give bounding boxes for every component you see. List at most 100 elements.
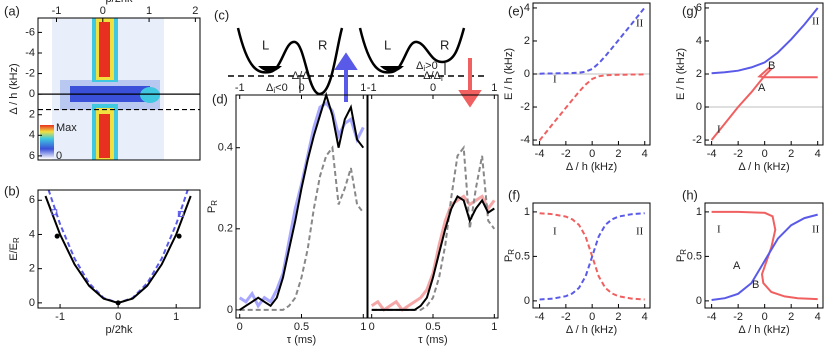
y-tick-label: 4 <box>696 35 702 47</box>
y-axis-label: E / h (kHz) <box>503 48 515 100</box>
panel-label: (e) <box>508 3 524 18</box>
y-axis-label: PR <box>675 249 688 262</box>
y-tick-label: 0.5 <box>515 250 530 262</box>
x-tick-label: 2 <box>788 311 794 323</box>
y-axis-label: E/ER <box>8 237 21 261</box>
y-axis-label-main: E/E <box>8 243 20 261</box>
delta-rel: <0 <box>275 82 288 94</box>
x-axis-label: τ (ms) <box>418 334 447 346</box>
curve <box>539 6 646 75</box>
y-tick-label: 0.2 <box>218 223 233 235</box>
y-tick-label: 4 <box>29 228 35 240</box>
x-tick-label: 2 <box>615 311 621 323</box>
y-tick-label: 4 <box>524 2 530 14</box>
x-tick-label: 2 <box>788 148 794 160</box>
y-tick-label: 6 <box>29 150 35 162</box>
delta-sub: i <box>273 86 275 95</box>
y-axis-label-sub: R <box>679 249 688 255</box>
x2-tick-label: 2 <box>192 5 198 17</box>
y-tick-label: 6 <box>29 194 35 206</box>
curve <box>711 213 818 301</box>
x-axis-label: Δ / h (kHz) <box>566 161 617 173</box>
panel-label: (b) <box>4 183 20 198</box>
y-axis-label-main: E / h (kHz) <box>503 48 515 100</box>
point <box>115 300 121 306</box>
y-tick-label: 4 <box>29 129 35 141</box>
y-axis-label-main: P <box>675 255 687 262</box>
series-label: II <box>812 224 820 236</box>
y-axis-label: Δ / h (kHz) <box>8 63 20 114</box>
plot-frame <box>532 202 651 309</box>
y-tick-label: 2 <box>524 35 530 47</box>
series-label: I <box>553 74 557 86</box>
heatmap-blob <box>140 87 160 103</box>
y-axis-label: PR <box>503 249 516 262</box>
delta-rel: >0 <box>425 60 438 72</box>
x-tick-label: -2 <box>733 148 743 160</box>
panel-label: (g) <box>682 3 698 18</box>
well-fill <box>258 66 282 72</box>
delta-label: Δi<0 <box>266 82 288 95</box>
x-tick-label: 1 <box>173 311 179 323</box>
y-tick-label: -6 <box>25 26 35 38</box>
x-tick-label: 4 <box>642 148 648 160</box>
annotation: A <box>733 260 741 272</box>
y-axis-label: E / h (kHz) <box>675 48 687 100</box>
x-tick-label: 4 <box>642 311 648 323</box>
x2-tick-label: -1 <box>52 5 62 17</box>
y-tick-label: 2 <box>29 263 35 275</box>
panel-label: (d) <box>212 91 228 106</box>
y-axis-label-main: E / h (kHz) <box>675 48 687 100</box>
y-axis-label: PR <box>206 200 219 213</box>
series-label: I <box>553 226 557 238</box>
delta: Δ <box>266 82 274 94</box>
series-label: I <box>717 124 721 136</box>
x2-tick-label: -1 <box>235 82 245 94</box>
point <box>177 210 184 217</box>
down-arrow <box>458 58 482 108</box>
x2-axis-label-main: Δ/Δ <box>423 70 441 82</box>
y-axis-label-main: P <box>503 255 515 262</box>
x2-axis-label: Δ/Δi <box>292 70 312 83</box>
colorbar-label: Max <box>56 122 77 134</box>
x-tick-label: -1 <box>55 311 65 323</box>
x2-tick-label: -1 <box>367 82 377 94</box>
x2-tick-label: 0 <box>298 82 304 94</box>
y-tick-label: 0 <box>524 68 530 80</box>
y-tick-label: 0 <box>696 101 702 113</box>
x2-axis-label: p/2ħk <box>106 0 133 5</box>
annotation: B <box>768 60 775 72</box>
curve <box>711 210 818 301</box>
x-tick-label: -4 <box>707 148 717 160</box>
x2-tick-label: 0 <box>100 5 106 17</box>
series-label: II <box>636 226 644 238</box>
x-tick-label: 2 <box>615 148 621 160</box>
x-tick-label: 4 <box>815 311 821 323</box>
plot-frame <box>704 202 824 309</box>
double-well <box>358 27 466 74</box>
plot-frame <box>532 2 651 146</box>
annotation: B <box>752 279 759 291</box>
y-tick-label: -2 <box>25 67 35 79</box>
y-tick-label: 0.5 <box>687 250 702 262</box>
panel-label: (a) <box>4 3 20 18</box>
heatmap-band <box>99 22 110 77</box>
up-arrow <box>334 52 358 102</box>
heatmap-decoration <box>40 18 164 160</box>
y-axis-label-sub: R <box>12 237 21 243</box>
x-tick-label: -2 <box>733 311 743 323</box>
plot-frame <box>37 17 201 161</box>
colorbar <box>40 125 54 159</box>
curve <box>539 212 645 301</box>
point <box>176 233 182 239</box>
curve <box>538 73 645 142</box>
x2-tick-label: 1 <box>146 5 152 17</box>
x2-axis-label-sub: i <box>441 74 443 83</box>
double-well <box>236 27 344 96</box>
point <box>54 233 60 239</box>
x-tick-label: 1 <box>491 321 497 333</box>
curve <box>239 91 365 311</box>
x-tick-label: 0 <box>762 311 768 323</box>
